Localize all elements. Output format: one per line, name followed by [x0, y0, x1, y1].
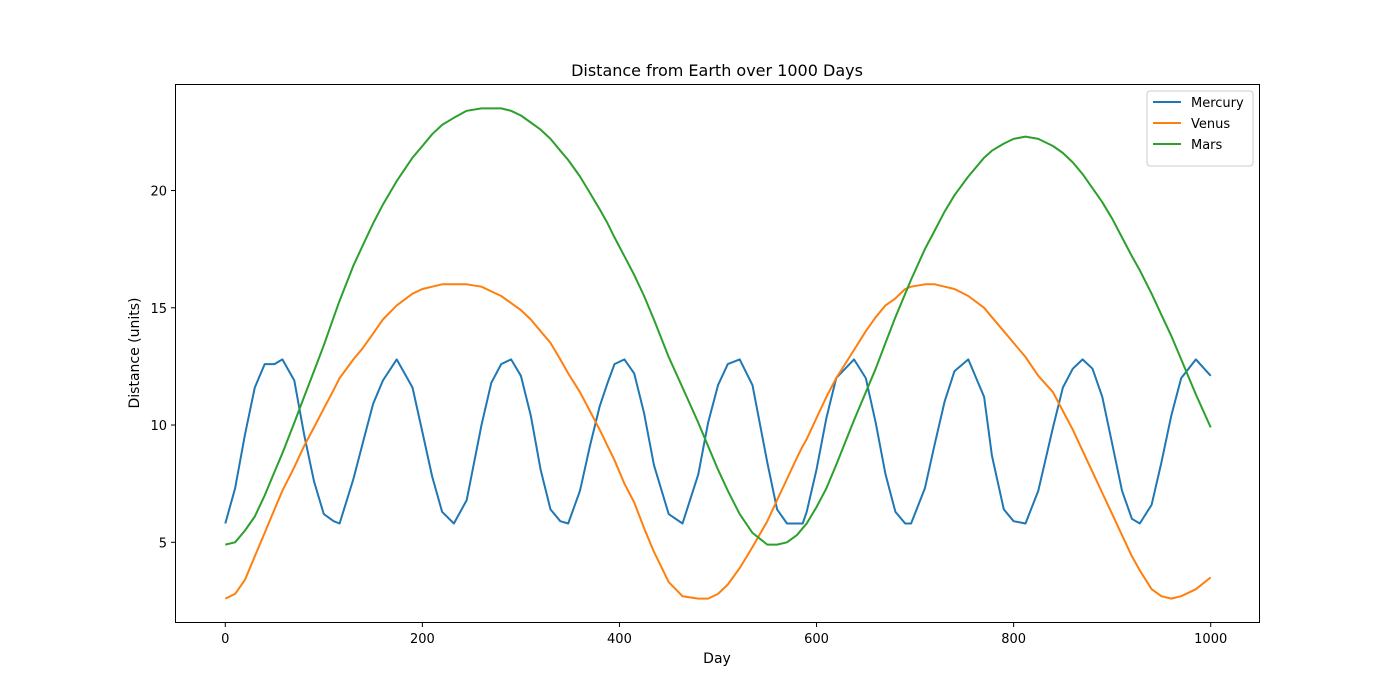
- x-tick-label: 400: [607, 632, 632, 647]
- series-line-mars: [225, 107, 1212, 546]
- x-axis-label: Day: [703, 651, 731, 667]
- x-tick-label: 1000: [1194, 632, 1227, 647]
- x-tick-label: 0: [221, 632, 229, 647]
- series-lines: [224, 107, 1212, 600]
- chart-title: Distance from Earth over 1000 Days: [571, 61, 863, 80]
- series-line-mercury: [224, 358, 1212, 525]
- legend: Mercury Venus Mars: [1146, 90, 1254, 167]
- plot-frame: [175, 84, 1260, 623]
- series-line-venus: [224, 283, 1212, 600]
- y-tick-label: 10: [150, 419, 167, 434]
- y-tick-label: 20: [150, 185, 167, 200]
- legend-box: [1146, 90, 1254, 167]
- x-axis: 0 200 400 600 800 1000: [221, 622, 1227, 647]
- y-axis-label: Distance (units): [127, 297, 143, 408]
- x-tick-label: 600: [804, 632, 829, 647]
- y-tick-label: 5: [159, 536, 167, 551]
- y-tick-label: 15: [150, 302, 167, 317]
- x-tick-label: 800: [1001, 632, 1026, 647]
- legend-label-mercury: Mercury: [1191, 96, 1244, 111]
- x-tick-label: 200: [410, 632, 435, 647]
- legend-label-venus: Venus: [1191, 117, 1230, 132]
- legend-label-mars: Mars: [1191, 138, 1223, 153]
- y-axis: 5 10 15 20: [150, 185, 176, 551]
